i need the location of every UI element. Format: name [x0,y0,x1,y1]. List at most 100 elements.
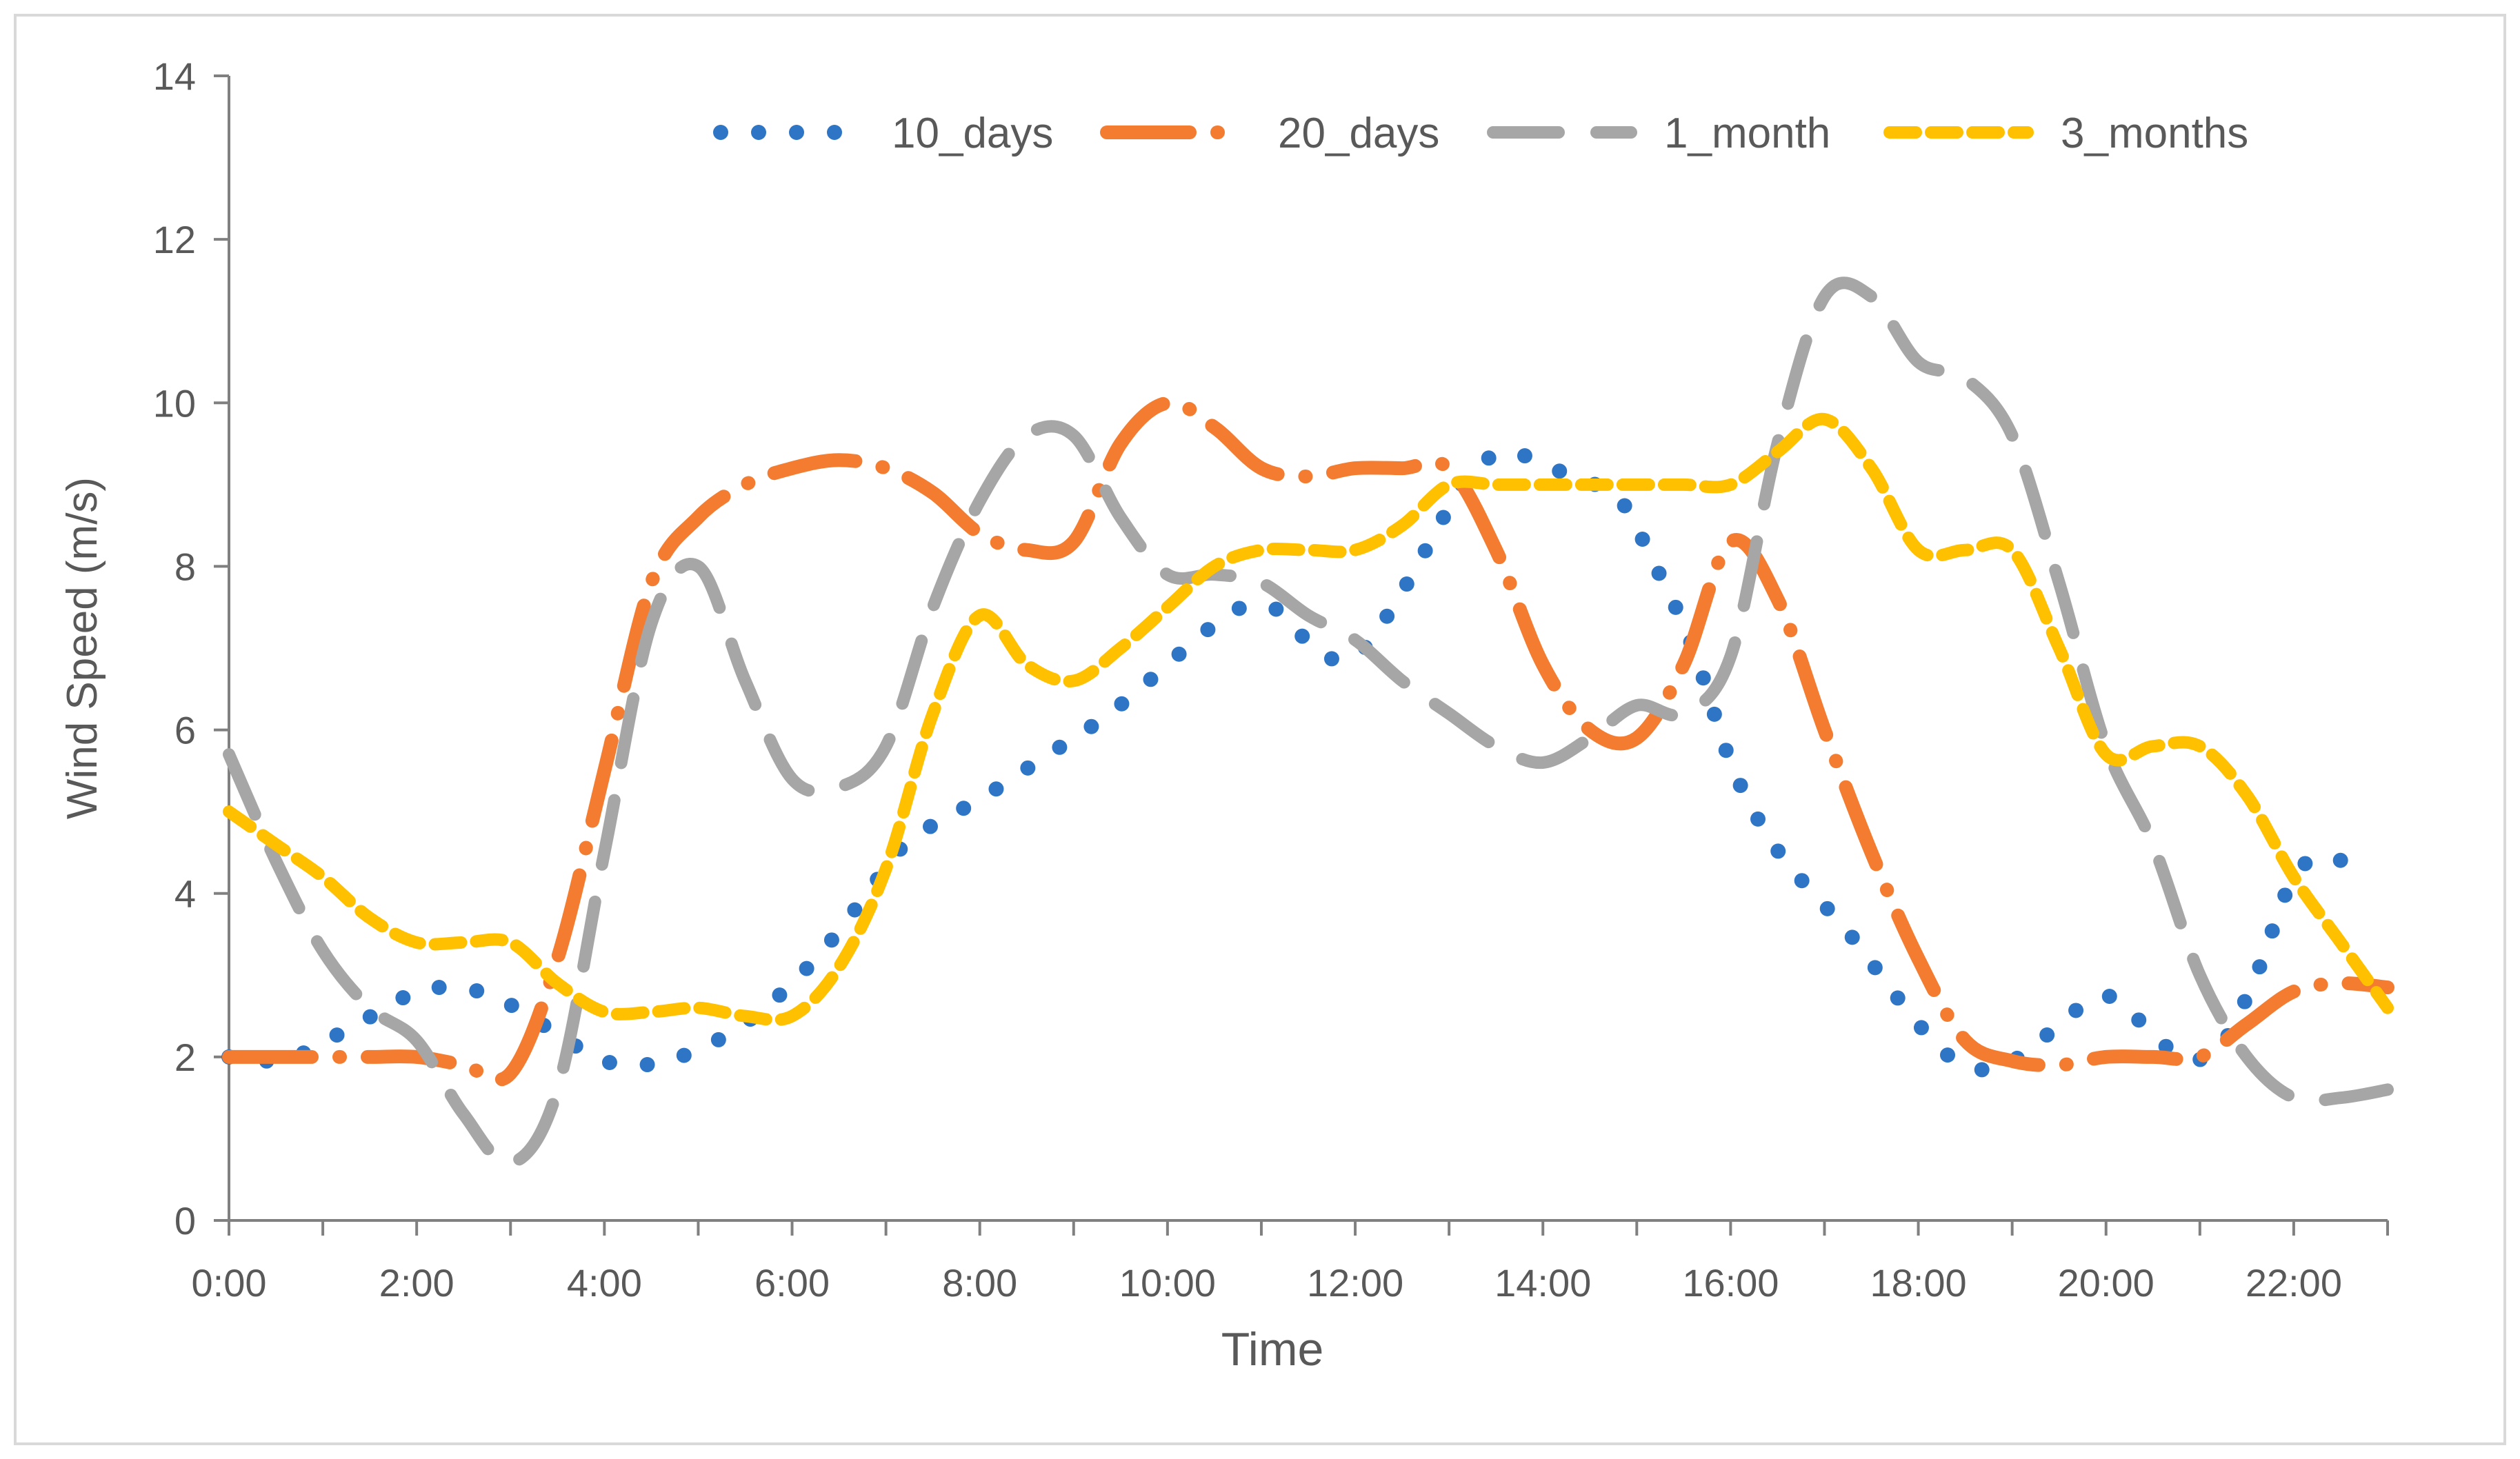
data-point-20_days [1448,467,1450,470]
data-point-20_days [744,483,747,486]
data-point-20_days [509,1072,512,1075]
data-point-20_days [368,1056,371,1058]
x-tick-label: 20:00 [2058,1261,2154,1305]
data-point-10_days [2330,855,2332,858]
data-point-3_months [1401,524,1403,527]
data-point-10_days [828,941,831,944]
data-point-20_days [1401,467,1403,470]
data-point-3_months [1494,483,1497,486]
data-point-3_months [932,712,934,715]
data-point-20_days [415,1056,418,1058]
data-point-10_days [716,1039,719,1042]
data-point-20_days [2011,1060,2014,1063]
data-point-3_months [1307,549,1310,552]
data-point-3_months [2292,876,2295,878]
series-layer [221,276,2394,1170]
data-point-10_days [2255,974,2258,976]
data-point-20_days [274,1056,277,1058]
data-point-20_days [2339,982,2342,985]
data-point-3_months [1776,450,1779,453]
data-point-10_days [1317,651,1319,654]
data-point-3_months [509,941,512,944]
data-point-1_month [1026,434,1028,437]
data-point-20_days [1307,475,1310,478]
x-tick-label: 18:00 [1870,1261,1966,1305]
data-point-3_months [2058,647,2061,650]
data-point-3_months [1588,483,1591,486]
data-point-10_days [791,982,794,985]
data-point-10_days [528,1015,531,1018]
data-point-10_days [415,990,418,993]
x-tick-label: 14:00 [1494,1261,1591,1305]
data-point-1_month [1401,679,1403,682]
data-point-20_days [932,492,934,494]
data-point-20_days [1682,663,1685,666]
data-point-10_days [1241,606,1244,609]
data-point-3_months [744,1015,747,1018]
data-point-20_days [1588,729,1591,732]
data-point-20_days [1917,958,1920,960]
y-axis-ticks: 0 2 4 6 8 10 12 14 [153,54,229,1242]
data-point-1_month [1307,614,1310,617]
data-point-3_months [650,1011,652,1014]
data-point-1_month [415,1039,418,1042]
data-point-3_months [1823,418,1826,421]
data-point-3_months [979,614,981,617]
data-point-1_month [2199,974,2201,976]
x-tick-label: 12:00 [1307,1261,1403,1305]
data-point-10_days [603,1060,606,1063]
data-point-20_days [1119,443,1122,445]
data-point-1_month [1870,295,1873,298]
data-point-3_months [321,876,324,878]
data-point-3_months [2246,794,2248,796]
data-point-1_month [932,606,934,609]
y-tick-label: 2 [174,1036,196,1079]
x-tick-label: 8:00 [942,1261,1017,1305]
data-point-10_days [1392,606,1394,609]
data-point-10_days [2368,884,2370,887]
data-point-10_days [1279,610,1281,613]
data-point-20_days [791,467,794,470]
data-point-10_days [2142,1023,2145,1025]
data-point-20_days [2292,990,2295,993]
data-point-1_month [2246,1056,2248,1058]
data-point-10_days [378,1011,381,1014]
data-point-10_days [1504,450,1507,453]
data-point-20_days [2199,1056,2201,1058]
data-point-1_month [791,778,794,781]
data-point-10_days [1166,663,1169,666]
data-point-20_days [1729,541,1732,543]
data-point-10_days [1429,541,1432,543]
data-point-10_days [1016,774,1019,776]
data-point-3_months [1213,565,1216,567]
data-point-10_days [1617,496,1619,499]
data-point-1_month [1635,704,1638,707]
data-point-3_months [791,1015,794,1018]
data-point-20_days [1870,851,1873,854]
data-point-10_days [1354,655,1357,658]
data-point-1_month [2386,1088,2389,1091]
data-point-10_days [1954,1060,1957,1063]
data-point-20_days [1026,549,1028,552]
data-point-3_months [1870,467,1873,470]
data-point-10_days [2030,1047,2032,1050]
data-point-20_days [321,1056,324,1058]
x-tick-label: 0:00 [192,1261,267,1305]
data-point-3_months [885,867,888,870]
data-point-3_months [2011,549,2014,552]
data-point-1_month [1588,736,1591,739]
data-point-20_days [1166,401,1169,404]
data-point-10_days [1917,1023,1920,1025]
data-point-20_days [603,769,606,772]
data-point-10_days [2217,1047,2220,1050]
legend-label-20_days: 20_days [1278,110,1439,157]
data-point-10_days [453,986,456,989]
data-point-20_days [1494,549,1497,552]
data-point-3_months [1026,663,1028,666]
data-point-1_month [2339,1096,2342,1099]
data-point-1_month [1541,761,1544,764]
y-tick-label: 0 [174,1199,196,1242]
y-tick-label: 12 [153,218,196,261]
data-point-3_months [462,941,465,944]
data-point-20_days [462,1064,465,1067]
